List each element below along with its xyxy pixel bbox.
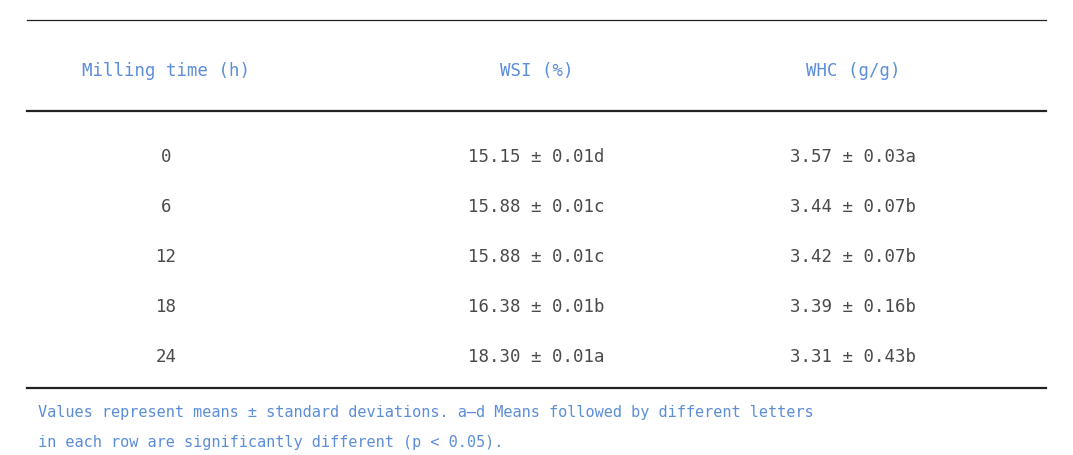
Text: Values represent means ± standard deviations. a–d Means followed by different le: Values represent means ± standard deviat… [38, 405, 813, 420]
Text: WSI (%): WSI (%) [500, 61, 573, 80]
Text: 3.31 ± 0.43b: 3.31 ± 0.43b [790, 348, 916, 366]
Text: 15.88 ± 0.01c: 15.88 ± 0.01c [468, 198, 605, 216]
Text: 3.57 ± 0.03a: 3.57 ± 0.03a [790, 148, 916, 166]
Text: in each row are significantly different (p < 0.05).: in each row are significantly different … [38, 435, 503, 450]
Text: 24: 24 [156, 348, 177, 366]
Text: 3.44 ± 0.07b: 3.44 ± 0.07b [790, 198, 916, 216]
Text: 3.42 ± 0.07b: 3.42 ± 0.07b [790, 248, 916, 266]
Text: 15.15 ± 0.01d: 15.15 ± 0.01d [468, 148, 605, 166]
Text: 18: 18 [156, 298, 177, 316]
Text: 12: 12 [156, 248, 177, 266]
Text: 16.38 ± 0.01b: 16.38 ± 0.01b [468, 298, 605, 316]
Text: 18.30 ± 0.01a: 18.30 ± 0.01a [468, 348, 605, 366]
Text: Milling time (h): Milling time (h) [83, 61, 250, 80]
Text: 3.39 ± 0.16b: 3.39 ± 0.16b [790, 298, 916, 316]
Text: 15.88 ± 0.01c: 15.88 ± 0.01c [468, 248, 605, 266]
Text: 0: 0 [161, 148, 172, 166]
Text: WHC (g/g): WHC (g/g) [806, 61, 900, 80]
Text: 6: 6 [161, 198, 172, 216]
